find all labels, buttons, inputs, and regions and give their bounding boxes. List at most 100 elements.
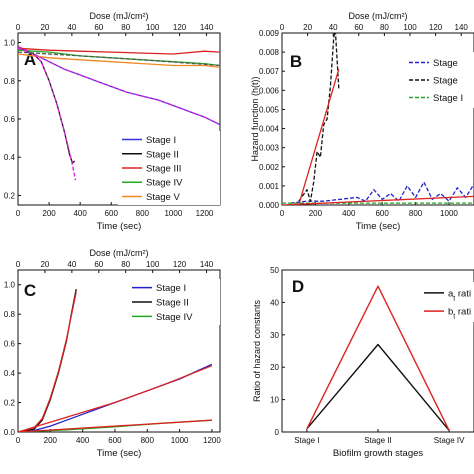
legend-label: Stage [433,76,458,87]
x-tick-label: Stage IV [434,436,465,445]
y-tick-label: 0.009 [259,29,280,38]
x-tick-label: 0 [280,209,285,218]
y-tick-label: 0.8 [4,77,16,86]
legend-label: Stage IV [156,312,193,323]
y-tick-label: 0.001 [259,182,280,191]
x-tick-label: 400 [76,436,90,445]
y-tick-label: 50 [270,266,279,275]
y-tick-label: 0.2 [4,191,16,200]
series-line [282,195,474,205]
series-line [298,69,340,205]
series-group [306,285,450,431]
x2-tick-label: 120 [173,260,187,269]
series-line [18,288,77,432]
x2-tick-label: 40 [67,260,76,269]
x-tick-label: 0 [16,436,21,445]
legend-label: Stage I [156,283,186,294]
y-tick-label: 0.005 [259,105,280,114]
legend-label: Stage III [146,164,181,175]
x-axis-label: Time (sec) [97,221,142,232]
legend-label-main: a [448,288,454,299]
legend-label: Stage IV [146,178,183,189]
panel-c: 0 200 400 600 800 1000 1200 0 20 40 60 80 100 120 140 D… [4,248,221,459]
x2-tick-label: 140 [200,23,214,32]
x2-tick-label: 80 [121,23,130,32]
x2-tick-label: 60 [94,260,103,269]
series-line [18,51,220,67]
x2-tick-label: 120 [429,23,443,32]
x-tick-label: 1200 [203,436,221,445]
x2-tick-label: 20 [40,23,49,32]
x2-tick-label: 80 [380,23,389,32]
legend-label: bt rati [448,307,471,321]
y-tick-label: 0.003 [259,144,280,153]
y-tick-label: 0 [275,428,280,437]
series-line [18,291,77,432]
legend-label: at rati [448,288,471,302]
y-axis-label: Hazard function (h(t)) [250,76,260,161]
series-line [18,47,220,126]
x-axis-label: Time (sec) [97,448,142,459]
series-line [298,33,340,202]
x-tick-label: 1000 [440,209,458,218]
y-tick-label: 0.4 [4,153,16,162]
legend: Stage I Stage II Stage IV [128,279,220,325]
legend-label: Stage II [156,298,189,309]
y-tick-label: 0.2 [4,399,16,408]
series-line [18,365,213,432]
series-group [18,45,220,181]
legend-label-main: b [448,307,453,318]
legend-label: Stage I [146,135,176,146]
x-axis-label: Biofilm growth stages [333,448,424,459]
panel-b: 0 200 400 600 800 1000 0 20 40 60 80 100 120 140 Dose … [250,11,474,232]
series-line [18,47,220,55]
y-tick-label: 0.0 [4,428,16,437]
x2-tick-label: 20 [40,260,49,269]
series-line [18,53,220,69]
series-group [18,288,213,432]
x2-tick-label: 100 [403,23,417,32]
y-tick-label: 0.002 [259,163,280,172]
series-group [282,33,474,205]
x-tick-label: 800 [409,209,423,218]
y-tick-label: 0.6 [4,340,16,349]
x-tick-label: 200 [44,436,58,445]
legend: Stage Stage Stage I [405,52,474,108]
x2-tick-label: 0 [280,23,285,32]
y-tick-label: 1.0 [4,281,16,290]
x2-tick-label: 0 [16,23,21,32]
series-line [306,343,450,431]
legend-box [420,282,474,322]
panel-d: Stage I Stage II Stage IV 0 10 20 30 40 50 Biofil… [252,266,474,459]
x2-tick-label: 60 [354,23,363,32]
x-tick-label: 1000 [164,209,182,218]
legend-label-suffix: rati [455,288,471,299]
panel-letter: C [24,281,36,300]
panel-a: 0 200 400 600 800 1000 1200 0 20 40 60 80 100 120 140 D… [4,11,221,232]
plot-frame [281,32,474,206]
panel-letter: B [290,52,302,71]
x-tick-label: 400 [73,209,87,218]
legend-label-subscript: t [453,295,455,302]
x2-tick-label: 60 [94,23,103,32]
legend-label: Stage [433,58,458,69]
y-tick-label: 0.007 [259,67,280,76]
x2-tick-label: 100 [146,260,160,269]
panel-letter: D [292,277,304,296]
y-tick-label: 20 [270,363,279,372]
x2-tick-label: 20 [303,23,312,32]
legend-label: Stage II [146,149,179,160]
y-tick-label: 40 [270,298,279,307]
x-tick-label: 1200 [196,209,214,218]
x2-tick-label: 120 [173,23,187,32]
legend: Stage I Stage II Stage III Stage IV Stage V [118,131,220,205]
x-tick-label: 600 [108,436,122,445]
x2-tick-label: 80 [121,260,130,269]
series-line [290,181,474,204]
x-tick-label: 600 [105,209,119,218]
y-tick-label: 0.4 [4,369,16,378]
x2-tick-label: 140 [200,260,214,269]
y-tick-label: 0.006 [259,86,280,95]
y-tick-label: 0.8 [4,310,16,319]
